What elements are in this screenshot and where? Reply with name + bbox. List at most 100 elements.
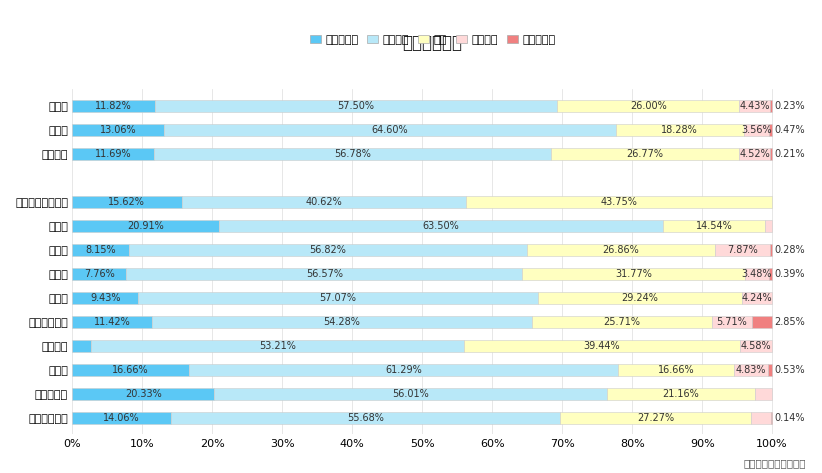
Bar (72, 244, 129, 256)
Bar (171, 412, 561, 424)
Bar (72, 340, 91, 351)
Bar (607, 388, 755, 400)
Bar (744, 124, 769, 136)
Text: 4.43%: 4.43% (740, 101, 770, 111)
Text: 18.28%: 18.28% (662, 125, 698, 135)
Bar (769, 124, 772, 136)
Bar (464, 340, 740, 351)
Text: 0.23%: 0.23% (774, 101, 805, 111)
Text: 0.39%: 0.39% (774, 269, 805, 279)
Bar (745, 268, 769, 280)
Bar (742, 292, 772, 304)
Text: 64.60%: 64.60% (372, 125, 408, 135)
Bar (770, 244, 772, 256)
Bar (770, 148, 772, 160)
Text: 56.57%: 56.57% (306, 269, 343, 279)
Bar (739, 100, 770, 112)
Text: 4.24%: 4.24% (741, 293, 773, 303)
Bar (72, 268, 127, 280)
Text: 2.85%: 2.85% (774, 317, 805, 327)
Bar (552, 148, 739, 160)
Text: 東京商工リサーチ調べ: 東京商工リサーチ調べ (743, 458, 806, 468)
Bar (771, 412, 772, 424)
Text: 3.56%: 3.56% (741, 125, 772, 135)
Text: 16.66%: 16.66% (658, 365, 695, 375)
Text: 4.52%: 4.52% (739, 149, 770, 159)
Text: 0.53%: 0.53% (774, 365, 805, 375)
Text: 56.01%: 56.01% (392, 389, 429, 399)
Bar (712, 315, 752, 328)
Text: 14.54%: 14.54% (695, 221, 732, 231)
Bar (219, 220, 663, 232)
Text: 61.29%: 61.29% (385, 365, 422, 375)
Bar (755, 388, 772, 400)
Text: 29.24%: 29.24% (621, 293, 658, 303)
Bar (72, 364, 189, 376)
Text: 54.28%: 54.28% (324, 317, 361, 327)
Text: 53.21%: 53.21% (259, 341, 296, 350)
Text: 7.76%: 7.76% (84, 269, 115, 279)
Text: 56.82%: 56.82% (310, 245, 347, 255)
Text: 11.69%: 11.69% (95, 149, 132, 159)
Bar (72, 196, 182, 208)
Bar (715, 244, 770, 256)
Title: 正社員の状況: 正社員の状況 (403, 34, 463, 52)
Bar (72, 412, 171, 424)
Text: 25.71%: 25.71% (603, 317, 640, 327)
Bar (734, 364, 769, 376)
Bar (138, 292, 538, 304)
Text: 31.77%: 31.77% (615, 269, 652, 279)
Text: 11.82%: 11.82% (95, 101, 132, 111)
Bar (527, 244, 715, 256)
Bar (663, 220, 764, 232)
Legend: 非常に不足, やや不足, 充足, やや過剰, 非常に過剰: 非常に不足, やや不足, 充足, やや過剰, 非常に過剰 (307, 33, 558, 47)
Bar (769, 364, 772, 376)
Bar (72, 124, 164, 136)
Text: 20.91%: 20.91% (127, 221, 164, 231)
Text: 15.62%: 15.62% (109, 197, 145, 207)
Text: 0.47%: 0.47% (774, 125, 805, 135)
Text: 20.33%: 20.33% (125, 389, 162, 399)
Bar (127, 268, 523, 280)
Text: 63.50%: 63.50% (423, 221, 459, 231)
Bar (532, 315, 712, 328)
Bar (764, 220, 772, 232)
Bar (152, 315, 532, 328)
Bar (91, 340, 464, 351)
Text: 26.86%: 26.86% (603, 245, 640, 255)
Text: 16.66%: 16.66% (112, 365, 149, 375)
Bar (164, 124, 616, 136)
Text: 0.14%: 0.14% (774, 412, 805, 422)
Bar (72, 315, 152, 328)
Bar (739, 148, 770, 160)
Bar (618, 364, 734, 376)
Text: 40.62%: 40.62% (305, 197, 342, 207)
Bar (770, 100, 772, 112)
Bar (751, 412, 771, 424)
Bar (557, 100, 739, 112)
Bar (769, 268, 772, 280)
Text: 9.43%: 9.43% (90, 293, 120, 303)
Text: 5.71%: 5.71% (717, 317, 747, 327)
Bar (72, 148, 154, 160)
Text: 39.44%: 39.44% (584, 341, 621, 350)
Text: 3.48%: 3.48% (741, 269, 772, 279)
Text: 4.83%: 4.83% (736, 365, 767, 375)
Bar (72, 388, 215, 400)
Bar (129, 244, 527, 256)
Bar (538, 292, 742, 304)
Text: 13.06%: 13.06% (99, 125, 136, 135)
Text: 14.06%: 14.06% (103, 412, 140, 422)
Text: 7.87%: 7.87% (727, 245, 758, 255)
Text: 56.78%: 56.78% (335, 149, 372, 159)
Text: 55.68%: 55.68% (347, 412, 384, 422)
Bar (72, 292, 138, 304)
Bar (72, 100, 155, 112)
Bar (616, 124, 744, 136)
Bar (561, 412, 751, 424)
Bar (72, 220, 219, 232)
Bar (182, 196, 466, 208)
Text: 21.16%: 21.16% (663, 389, 699, 399)
Bar (189, 364, 618, 376)
Text: 27.27%: 27.27% (637, 412, 674, 422)
